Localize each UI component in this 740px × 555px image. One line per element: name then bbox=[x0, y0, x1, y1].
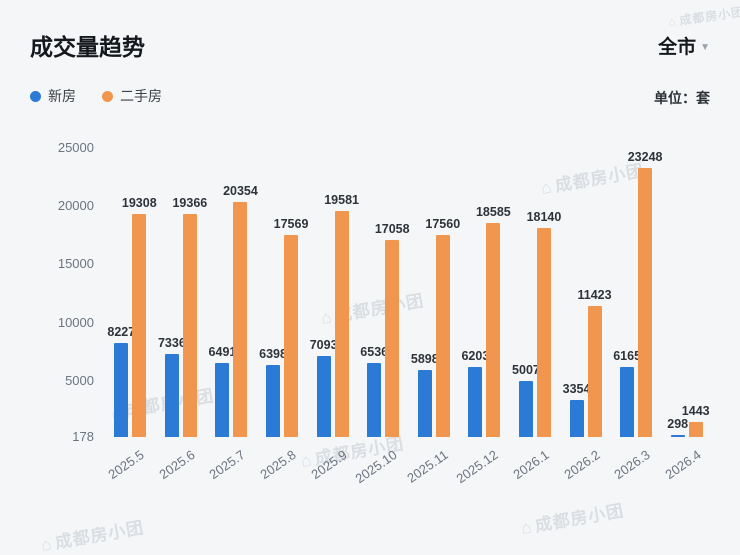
bar-二手房-2026.3 bbox=[638, 168, 653, 437]
region-selector[interactable]: 全市 ▼ bbox=[658, 32, 710, 59]
bar-新房-2025.7 bbox=[215, 363, 230, 437]
bar-二手房-2025.7 bbox=[233, 202, 248, 437]
bar-新房-2025.9 bbox=[316, 356, 331, 437]
y-axis-tick-label: 178 bbox=[72, 429, 94, 444]
region-selector-label: 全市 bbox=[658, 37, 697, 58]
bar-新房-2026.3 bbox=[620, 367, 635, 437]
bar-二手房-2026.4 bbox=[688, 422, 703, 437]
legend-dot-new-homes bbox=[30, 90, 41, 102]
unit-label: 单位：套 bbox=[654, 90, 710, 106]
bar-新房-2025.8 bbox=[266, 364, 281, 437]
bar-value-label: 3354 bbox=[562, 382, 591, 397]
bar-value-label: 17560 bbox=[425, 216, 461, 231]
bar-新房-2026.1 bbox=[518, 380, 533, 437]
bar-value-label: 20354 bbox=[223, 184, 258, 199]
bar-二手房-2025.12 bbox=[486, 222, 501, 437]
bar-value-label: 1443 bbox=[681, 404, 710, 419]
bar-新房-2025.5 bbox=[114, 343, 129, 437]
bar-新房-2025.12 bbox=[468, 366, 483, 437]
bar-value-label: 6165 bbox=[613, 349, 642, 364]
bar-value-label: 6491 bbox=[208, 345, 237, 360]
bar-二手房-2025.9 bbox=[334, 211, 349, 437]
bar-二手房-2025.10 bbox=[385, 240, 400, 437]
y-axis-tick-label: 5000 bbox=[65, 372, 94, 388]
bar-二手房-2026.2 bbox=[587, 306, 602, 437]
y-axis-tick-label: 20000 bbox=[57, 198, 94, 214]
legend-dot-secondhand-homes bbox=[102, 90, 113, 102]
chevron-down-icon: ▼ bbox=[700, 41, 710, 53]
y-axis-tick-label: 10000 bbox=[57, 314, 94, 330]
legend-item-secondhand-homes: 二手房 bbox=[102, 86, 162, 106]
bar-value-label: 5898 bbox=[410, 352, 439, 367]
bar-二手房-2025.8 bbox=[284, 234, 299, 437]
bar-value-label: 7093 bbox=[309, 338, 338, 353]
bar-value-label: 23248 bbox=[627, 150, 663, 165]
bar-value-label: 19366 bbox=[172, 195, 208, 210]
bar-value-label: 8227 bbox=[107, 325, 136, 340]
y-axis-tick-label: 25000 bbox=[57, 140, 94, 155]
legend-label-new-homes: 新房 bbox=[48, 88, 76, 104]
bar-value-label: 17569 bbox=[273, 216, 309, 231]
bar-二手房-2025.11 bbox=[435, 234, 450, 437]
y-axis-tick-label: 15000 bbox=[57, 256, 94, 272]
bar-二手房-2025.5 bbox=[132, 214, 147, 437]
bar-新房-2025.6 bbox=[164, 353, 179, 437]
bar-value-label: 6398 bbox=[259, 346, 287, 361]
bar-value-label: 298 bbox=[667, 417, 689, 431]
bar-value-label: 18585 bbox=[475, 204, 511, 219]
bar-新房-2025.11 bbox=[417, 370, 432, 437]
bar-新房-2026.4 bbox=[670, 435, 685, 437]
bar-value-label: 17058 bbox=[374, 222, 410, 237]
legend: 新房 二手房 bbox=[30, 86, 162, 106]
bar-新房-2026.2 bbox=[569, 400, 584, 437]
legend-label-secondhand-homes: 二手房 bbox=[120, 88, 162, 104]
legend-item-new-homes: 新房 bbox=[30, 86, 76, 106]
bar-value-label: 18140 bbox=[526, 209, 562, 224]
bar-value-label: 19581 bbox=[324, 193, 359, 208]
bar-二手房-2025.6 bbox=[182, 213, 197, 437]
bar-新房-2025.10 bbox=[367, 362, 382, 437]
bar-value-label: 19308 bbox=[121, 196, 157, 211]
bar-value-label: 7336 bbox=[157, 335, 186, 350]
bar-value-label: 6536 bbox=[360, 344, 389, 359]
bar-value-label: 6203 bbox=[461, 348, 490, 363]
page-title: 成交量趋势 bbox=[30, 34, 145, 60]
bar-二手房-2026.1 bbox=[536, 227, 551, 437]
bar-value-label: 11423 bbox=[577, 288, 612, 303]
bar-value-label: 5007 bbox=[512, 362, 540, 377]
